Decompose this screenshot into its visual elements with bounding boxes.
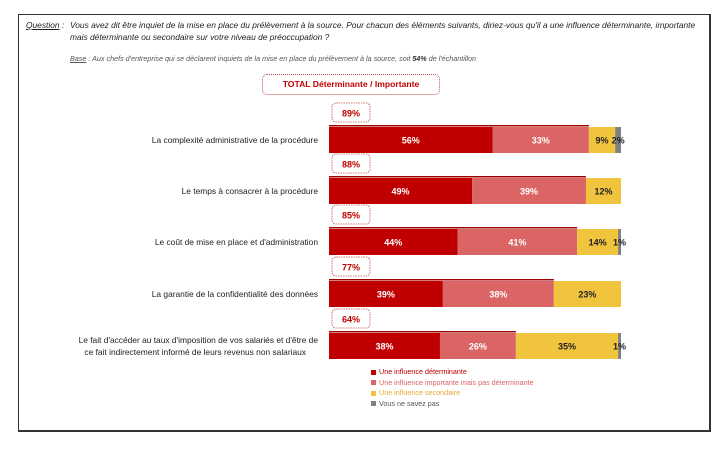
bar-segment-determinante <box>329 333 440 359</box>
legend-item: Vous ne savez pas <box>371 399 534 410</box>
bar-segment-secondaire <box>585 178 621 204</box>
category-label: Le temps à consacrer à la procédure <box>182 186 319 196</box>
question-block: Question : Vous avez dit être inquiet de… <box>26 19 706 43</box>
total-box <box>331 256 371 277</box>
bar-segment-determinante <box>329 178 473 204</box>
total-value: 89% <box>342 109 360 119</box>
legend-label: Une influence secondaire <box>379 388 461 397</box>
total-box <box>331 102 371 123</box>
legend-label: Une influence importante mais pas déterm… <box>379 377 534 387</box>
bar-value-label: 39% <box>520 187 538 197</box>
bar-value-label: 39% <box>377 290 395 300</box>
bar-value-label: 9% <box>596 136 609 146</box>
bar-value-label: 38% <box>489 290 507 300</box>
category-label-line: Le fait d'accéder au taux d'imposition d… <box>79 335 319 345</box>
bar-segment-importante <box>442 281 554 307</box>
total-box <box>331 204 371 225</box>
total-line <box>329 331 516 333</box>
category-label-line: ce fait indirectement informé de leurs r… <box>84 347 306 357</box>
total-line <box>329 227 578 229</box>
bar-segment-determinante <box>329 127 493 153</box>
bar-segment-determinante <box>329 229 458 255</box>
bar-value-label: 44% <box>384 238 402 248</box>
question-text: Vous avez dit être inquiet de la mise en… <box>70 20 696 42</box>
bar-value-label: 14% <box>589 238 607 248</box>
category-label: La garantie de la confidentialité des do… <box>152 289 318 299</box>
bar-value-label: 33% <box>532 136 550 146</box>
bar-segment-ne_sait_pas <box>618 229 621 255</box>
base-text-before: : Aux chefs d'entreprise qui se déclaren… <box>86 54 413 63</box>
bar-value-label: 23% <box>578 290 596 300</box>
legend-swatch-icon <box>371 380 376 386</box>
total-line <box>329 125 589 127</box>
total-box <box>331 153 371 174</box>
bar-value-label: 56% <box>402 136 420 146</box>
bar-segment-secondaire <box>577 229 619 255</box>
bar-value-label: 26% <box>469 342 487 352</box>
bar-value-label: 38% <box>375 342 393 352</box>
question-separator: : <box>62 20 65 30</box>
bar-value-label: 2% <box>612 136 625 146</box>
base-highlight: 54% <box>412 54 427 63</box>
chart-legend: Une influence déterminante Une influence … <box>371 367 534 409</box>
total-value: 88% <box>342 160 360 170</box>
bar-value-label: 1% <box>613 238 626 248</box>
legend-item: Une influence déterminante <box>371 367 534 378</box>
total-value: 85% <box>342 211 360 221</box>
legend-label: Vous ne savez pas <box>379 398 440 408</box>
bar-segment-ne_sait_pas <box>618 333 621 359</box>
bar-segment-importante <box>472 178 586 204</box>
legend-label: Une influence déterminante <box>379 367 467 376</box>
base-label: Base <box>70 54 87 63</box>
total-value: 64% <box>342 315 360 325</box>
bar-value-label: 1% <box>613 342 626 352</box>
question-label: Question <box>26 20 60 30</box>
bar-value-label: 49% <box>392 187 410 197</box>
bar-value-label: 12% <box>594 187 612 197</box>
legend-item: Une influence importante mais pas déterm… <box>371 378 534 389</box>
legend-swatch-icon <box>371 401 376 407</box>
total-value: 77% <box>342 263 360 273</box>
legend-swatch-icon <box>371 390 376 396</box>
category-label: Le fait d'accéder au taux d'imposition d… <box>79 335 319 357</box>
bar-segment-secondaire <box>515 333 619 359</box>
bar-segment-ne_sait_pas <box>615 127 621 153</box>
bar-segment-importante <box>492 127 589 153</box>
bar-segment-importante <box>439 333 516 359</box>
bar-segment-secondaire <box>553 281 621 307</box>
total-line <box>329 176 586 178</box>
legend-swatch-icon <box>371 369 376 375</box>
category-label: La complexité administrative de la procé… <box>152 135 319 145</box>
bar-segment-determinante <box>329 281 443 307</box>
bar-value-label: 41% <box>508 238 526 248</box>
base-note: Base : Aux chefs d'entreprise qui se déc… <box>70 54 476 63</box>
bar-segment-importante <box>457 229 578 255</box>
total-box <box>331 308 371 329</box>
category-label: Le coût de mise en place et d'administra… <box>155 237 318 247</box>
chart-frame <box>18 14 711 432</box>
total-header-box: TOTAL Déterminante / Importante <box>262 74 440 95</box>
bar-segment-secondaire <box>588 127 616 153</box>
base-text-after: de l'échantillon <box>426 54 477 63</box>
total-line <box>329 279 554 281</box>
bar-value-label: 35% <box>558 342 576 352</box>
legend-item: Une influence secondaire <box>371 388 534 399</box>
